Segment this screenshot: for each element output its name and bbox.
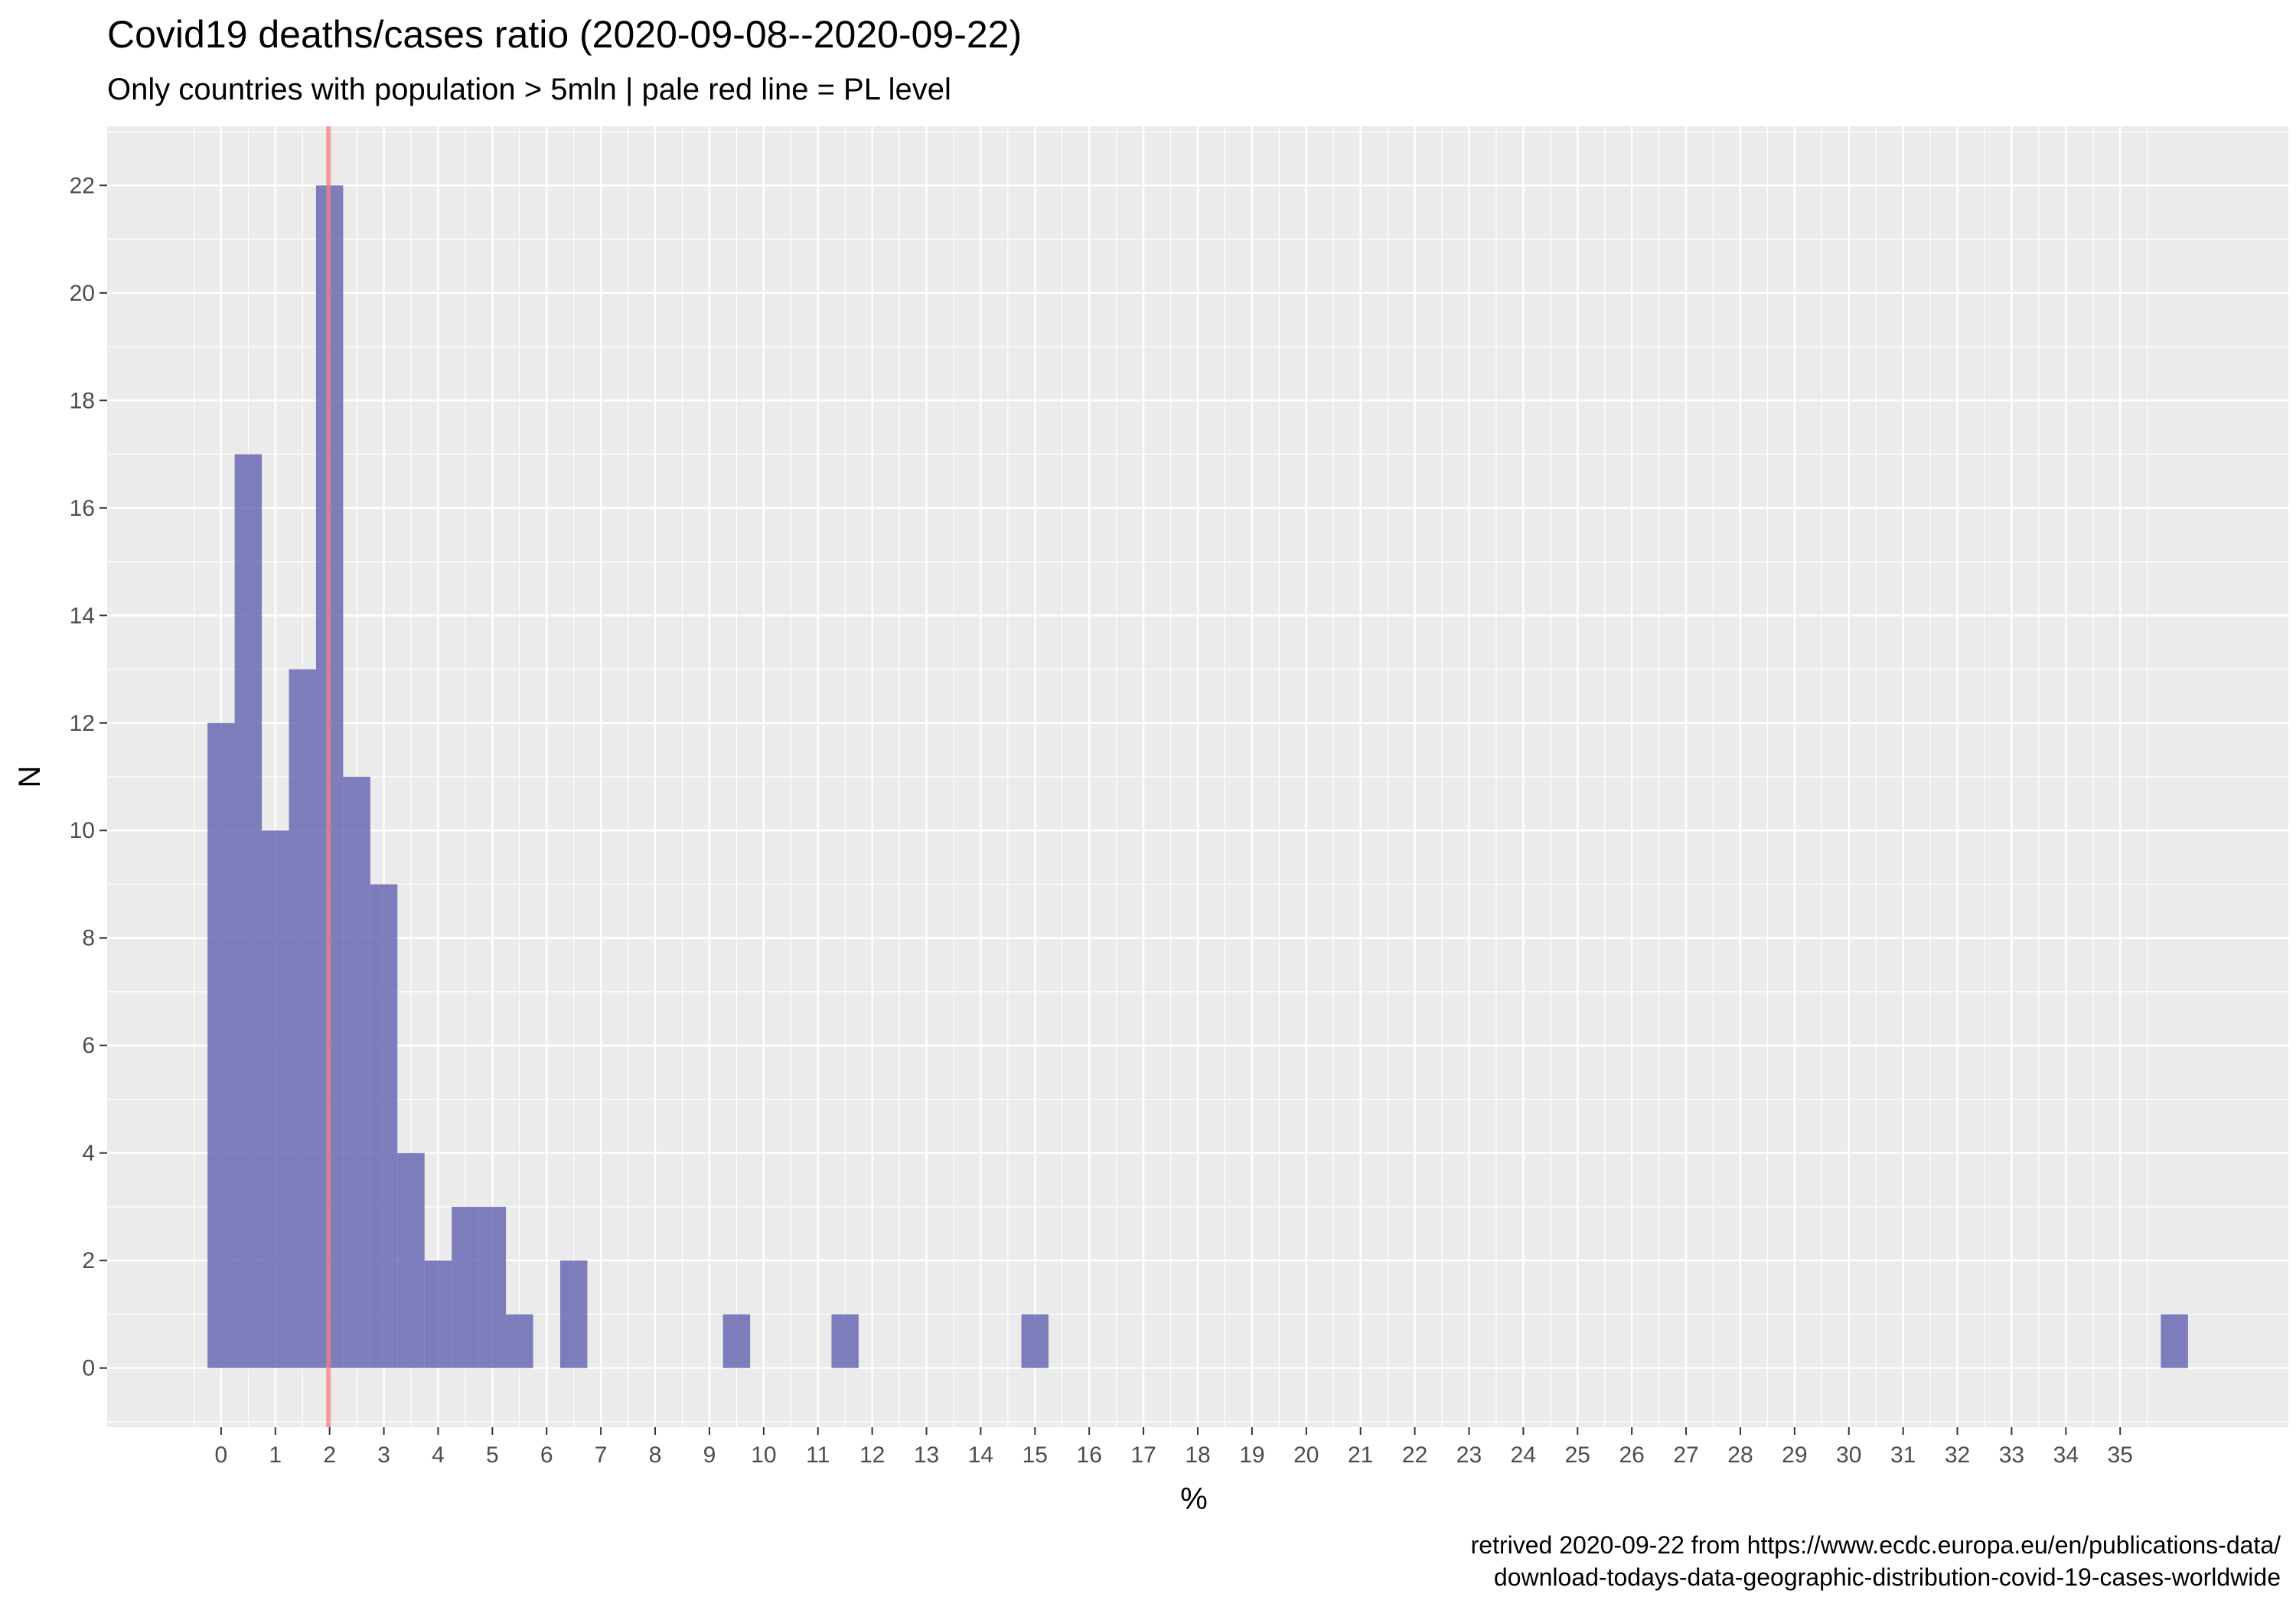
x-tick-label: 4	[432, 1442, 445, 1468]
caption-line-1: retrived 2020-09-22 from https://www.ecd…	[1471, 1531, 2281, 1559]
x-tick-label: 12	[859, 1442, 885, 1468]
x-tick-label: 25	[1565, 1442, 1590, 1468]
y-axis-title: N	[13, 766, 47, 788]
grid-major	[107, 126, 2288, 1427]
y-tick-label: 10	[70, 818, 95, 843]
x-tick-label: 26	[1619, 1442, 1644, 1468]
histogram-bar	[370, 884, 398, 1368]
y-tick-label: 12	[70, 711, 95, 736]
y-tick-label: 16	[70, 496, 95, 521]
x-tick-label: 33	[1999, 1442, 2024, 1468]
histogram-bar	[478, 1206, 507, 1368]
histogram-bar	[1021, 1314, 1049, 1368]
x-tick-label: 5	[486, 1442, 499, 1468]
histogram-bar	[207, 722, 235, 1368]
histogram-bar	[831, 1314, 859, 1368]
x-tick-label: 10	[751, 1442, 776, 1468]
x-tick-label: 14	[968, 1442, 993, 1468]
y-tick-label: 8	[82, 926, 95, 951]
x-tick-label: 30	[1836, 1442, 1861, 1468]
x-tick-label: 7	[595, 1442, 608, 1468]
x-tick-label: 31	[1890, 1442, 1916, 1468]
x-tick-label: 0	[215, 1442, 228, 1468]
y-tick-label: 22	[70, 173, 95, 198]
y-tick-label: 2	[82, 1248, 95, 1273]
x-axis-ticks: 0 1 2 3 4 5 6 7 8 9 10 11 12 13 14 15 16 17 18 19 20 21 22 23 24…	[215, 1427, 2133, 1468]
y-tick-label: 20	[70, 281, 95, 306]
x-tick-label: 15	[1022, 1442, 1048, 1468]
x-tick-label: 2	[323, 1442, 336, 1468]
histogram-bar	[262, 830, 289, 1368]
histogram-bar	[2161, 1314, 2188, 1368]
x-tick-label: 20	[1293, 1442, 1319, 1468]
histogram-bar	[289, 669, 316, 1368]
x-tick-label: 29	[1782, 1442, 1807, 1468]
x-tick-label: 34	[2053, 1442, 2079, 1468]
y-tick-label: 18	[70, 388, 95, 413]
x-tick-label: 32	[1945, 1442, 1970, 1468]
chart-title: Covid19 deaths/cases ratio (2020-09-08--…	[107, 13, 1022, 56]
chart-subtitle: Only countries with population > 5mln | …	[107, 73, 951, 106]
x-tick-label: 16	[1077, 1442, 1102, 1468]
histogram-bar	[397, 1152, 425, 1368]
y-tick-label: 4	[82, 1141, 95, 1166]
x-tick-label: 27	[1673, 1442, 1698, 1468]
x-tick-label: 13	[914, 1442, 939, 1468]
x-tick-label: 19	[1239, 1442, 1264, 1468]
histogram-bar	[424, 1260, 452, 1368]
y-tick-label: 14	[70, 603, 95, 628]
x-tick-label: 8	[649, 1442, 662, 1468]
x-tick-label: 23	[1456, 1442, 1482, 1468]
x-tick-label: 1	[269, 1442, 282, 1468]
histogram-bar	[506, 1314, 533, 1368]
histogram-bars	[207, 185, 2188, 1368]
x-tick-label: 21	[1348, 1442, 1373, 1468]
histogram-bar	[343, 777, 370, 1368]
histogram-bar	[452, 1206, 479, 1368]
x-axis-title: %	[1180, 1482, 1208, 1516]
histogram-bar	[234, 454, 263, 1368]
caption-line-2: download-todays-data-geographic-distribu…	[1494, 1563, 2281, 1591]
x-tick-label: 17	[1130, 1442, 1156, 1468]
x-tick-label: 24	[1511, 1442, 1536, 1468]
x-tick-label: 35	[2108, 1442, 2133, 1468]
x-tick-label: 22	[1402, 1442, 1427, 1468]
y-tick-label: 6	[82, 1033, 95, 1058]
x-tick-label: 28	[1727, 1442, 1753, 1468]
x-tick-label: 9	[703, 1442, 716, 1468]
x-tick-label: 6	[540, 1442, 553, 1468]
y-tick-label: 0	[82, 1356, 95, 1381]
histogram-bar	[559, 1260, 588, 1368]
x-tick-label: 3	[377, 1442, 390, 1468]
x-tick-label: 11	[806, 1442, 830, 1468]
x-tick-label: 18	[1185, 1442, 1210, 1468]
histogram-bar	[722, 1314, 751, 1368]
y-axis-ticks: 0 2 4 6 8 10 12 14 16 18 20 22	[70, 173, 107, 1381]
